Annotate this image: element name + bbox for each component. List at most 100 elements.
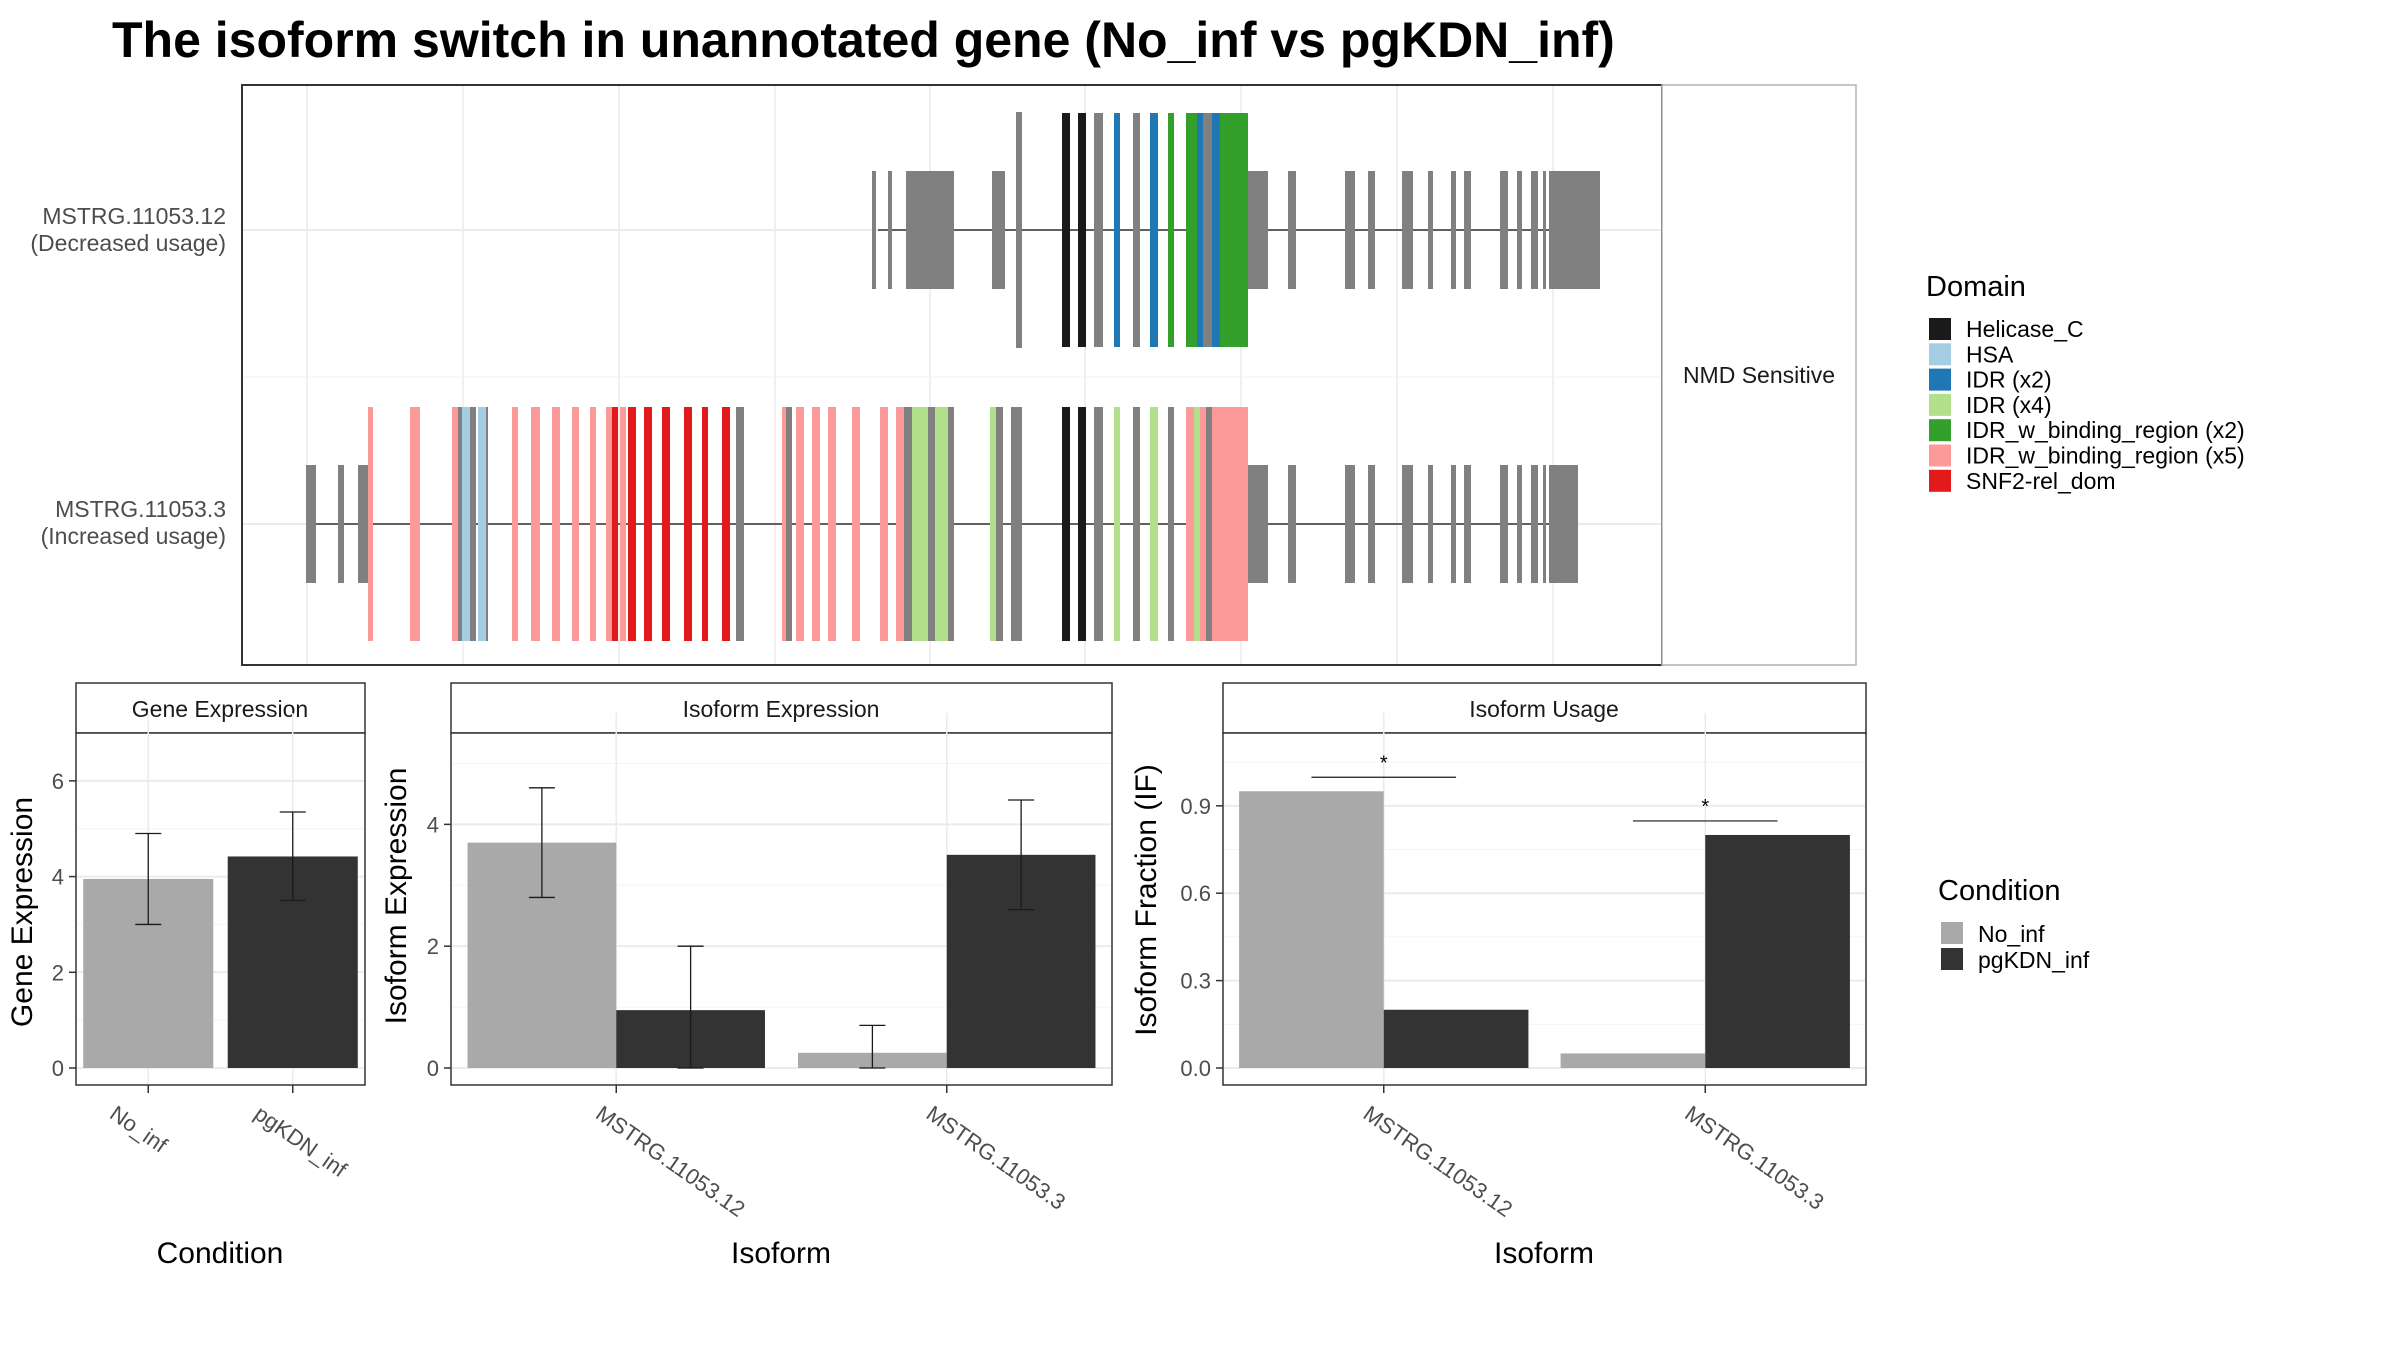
exon-tx2	[935, 407, 948, 641]
y-tick-label: 0.0	[1180, 1056, 1211, 1081]
y-tick-label: 0	[52, 1056, 64, 1081]
exon-tx1	[1517, 171, 1522, 289]
exon-tx1	[1288, 171, 1296, 289]
exon-tx2	[1451, 465, 1456, 583]
exon-tx2	[880, 407, 888, 641]
y-tick-label: 4	[52, 865, 64, 890]
exon-tx2	[1094, 407, 1103, 641]
ge-bars	[83, 811, 358, 1068]
domain-legend-key	[1929, 393, 1951, 416]
x-tick-label: No_inf	[105, 1101, 172, 1158]
exon-tx2	[470, 407, 476, 641]
exon-tx1	[992, 171, 1005, 289]
iu-strip-title: Isoform Usage	[1469, 696, 1619, 722]
x-tick-label: MSTRG.11053.12	[591, 1101, 749, 1222]
condition-label-no-inf: No_inf	[1978, 921, 2045, 947]
exon-tx1	[1531, 171, 1538, 289]
domain-legend-key	[1929, 469, 1951, 492]
exon-tx1	[1549, 171, 1600, 289]
transcript-exons	[306, 112, 1600, 641]
condition-label-pgkdn-inf: pgKDN_inf	[1978, 947, 2090, 973]
exon-tx2	[1464, 465, 1471, 583]
exon-tx2	[628, 407, 636, 641]
ge-ylabel: Gene Expression	[6, 797, 39, 1027]
ie-bars	[467, 787, 1096, 1069]
exon-tx1	[1402, 171, 1413, 289]
isoform-expression-panel: Isoform Expression 0 2 4 MSTRG.11053.12 MSTR…	[380, 682, 1113, 1270]
exon-tx1	[1197, 113, 1203, 347]
domain-legend-key	[1929, 318, 1951, 340]
exon-tx1	[1248, 171, 1268, 289]
chart-title: The isoform switch in unannotated gene (…	[112, 12, 1615, 68]
exon-tx2	[722, 407, 730, 641]
bar	[1239, 791, 1384, 1068]
y-tick-label: 6	[52, 769, 64, 794]
condition-key-no-inf	[1941, 922, 1963, 944]
exon-tx2	[948, 407, 954, 641]
exon-tx2	[812, 407, 820, 641]
exon-tx2	[462, 407, 470, 641]
transcript-name-1: MSTRG.11053.12	[42, 203, 226, 229]
exon-tx2	[782, 407, 786, 641]
exon-tx1	[1500, 171, 1508, 289]
domain-legend-label: IDR_w_binding_region (x2)	[1966, 417, 2245, 443]
ie-xlabel: Isoform	[731, 1237, 831, 1270]
exon-tx2	[1549, 465, 1578, 583]
domain-legend-key	[1929, 419, 1951, 442]
condition-legend-title: Condition	[1938, 875, 2061, 907]
exon-tx2	[1062, 407, 1070, 641]
domain-legend-label: Helicase_C	[1966, 316, 2084, 342]
exon-tx2	[306, 465, 316, 583]
exon-tx1	[906, 171, 954, 289]
exon-tx2	[644, 407, 652, 641]
exon-tx1	[872, 171, 876, 289]
exon-tx2	[358, 465, 368, 583]
exon-tx2	[552, 407, 560, 641]
exon-tx2	[1543, 465, 1546, 583]
exon-tx2	[458, 407, 462, 641]
exon-tx2	[410, 407, 420, 641]
exon-tx2	[1212, 407, 1220, 641]
exon-tx2	[1011, 407, 1022, 641]
exon-tx2	[531, 407, 540, 641]
exon-tx2	[702, 407, 708, 641]
transcript-label-1: (Decreased usage)	[30, 230, 226, 256]
exon-tx2	[996, 407, 1003, 641]
bar	[1383, 1009, 1529, 1068]
ge-strip	[75, 682, 366, 734]
exon-tx2	[684, 407, 692, 641]
exon-tx2	[852, 407, 860, 641]
exon-tx2	[620, 407, 626, 641]
y-tick-label: 0	[427, 1056, 439, 1081]
exon-tx1	[1203, 113, 1212, 347]
y-tick-label: 4	[427, 812, 439, 837]
exon-tx2	[928, 407, 935, 641]
domain-legend-label: IDR (x4)	[1966, 392, 2052, 418]
exon-tx1	[1345, 171, 1355, 289]
exon-tx1	[1150, 113, 1158, 347]
iu-strip	[1222, 682, 1867, 734]
exon-tx2	[1150, 407, 1158, 641]
exon-tx2	[486, 407, 488, 641]
exon-tx1	[1114, 113, 1120, 347]
ie-ylabel: Isoform Expression	[380, 768, 413, 1025]
gene-expression-panel: Gene Expression 0 2 4 6 No_inf pgKDN_inf Cond…	[6, 682, 366, 1270]
bar	[1705, 834, 1850, 1068]
iu-bars: **	[1239, 752, 1850, 1068]
condition-key-pgkdn-inf	[1941, 948, 1963, 970]
x-tick-label: MSTRG.11053.3	[922, 1101, 1070, 1215]
exon-tx1	[1168, 113, 1174, 347]
significance-star: *	[1701, 796, 1709, 818]
exon-tx2	[1288, 465, 1296, 583]
exon-tx2	[1194, 407, 1200, 641]
exon-tx2	[368, 407, 373, 641]
exon-tx2	[662, 407, 670, 641]
y-tick-label: 2	[427, 934, 439, 959]
exon-tx2	[1133, 407, 1140, 641]
domain-legend-key	[1929, 444, 1951, 467]
ge-xlabel: Condition	[157, 1237, 284, 1270]
transcript-panel: MSTRG.11053.12 (Decreased usage) MSTRG.1…	[30, 84, 1857, 666]
transcript-label-2: (Increased usage)	[41, 523, 226, 549]
